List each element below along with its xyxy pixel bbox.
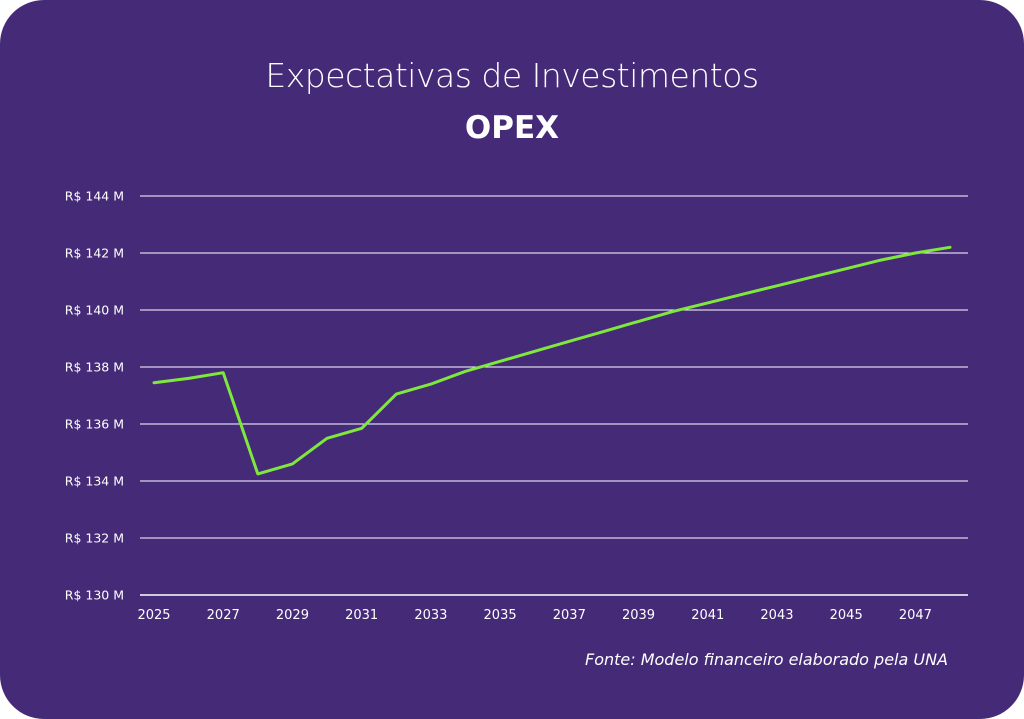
x-tick-label: 2033 [414, 608, 447, 623]
y-axis-ticks: R$ 130 M R$ 132 M R$ 134 M R$ 136 M R$ 138 M… [65, 189, 124, 603]
x-tick-label: 2043 [760, 608, 793, 623]
y-tick-label: R$ 136 M [65, 417, 124, 432]
y-tick-label: R$ 132 M [65, 531, 124, 546]
x-tick-label: 2035 [484, 608, 517, 623]
x-axis-ticks: 2025 2027 2029 2031 2033 2035 2037 2039 2041 2043… [137, 608, 931, 623]
x-tick-label: 2027 [207, 608, 240, 623]
y-tick-label: R$ 140 M [65, 303, 124, 318]
x-tick-label: 2039 [622, 608, 655, 623]
y-tick-label: R$ 142 M [65, 246, 124, 261]
x-tick-label: 2031 [345, 608, 378, 623]
x-tick-label: 2037 [553, 608, 586, 623]
y-tick-label: R$ 138 M [65, 360, 124, 375]
x-tick-label: 2029 [276, 608, 309, 623]
y-tick-label: R$ 130 M [65, 588, 124, 603]
x-tick-label: 2047 [899, 608, 932, 623]
chart-title: Expectativas de Investimentos [265, 56, 759, 95]
series-layer [152, 245, 952, 476]
x-tick-label: 2045 [830, 608, 863, 623]
x-tick-label: 2025 [137, 608, 170, 623]
grid-lines [140, 195, 968, 596]
series-line [152, 245, 952, 476]
x-tick-label: 2041 [691, 608, 724, 623]
chart-subtitle: OPEX [464, 110, 560, 146]
chart-source-note: Fonte: Modelo financeiro elaborado pela … [584, 650, 948, 669]
y-tick-label: R$ 134 M [65, 474, 124, 489]
y-tick-label: R$ 144 M [65, 189, 124, 204]
